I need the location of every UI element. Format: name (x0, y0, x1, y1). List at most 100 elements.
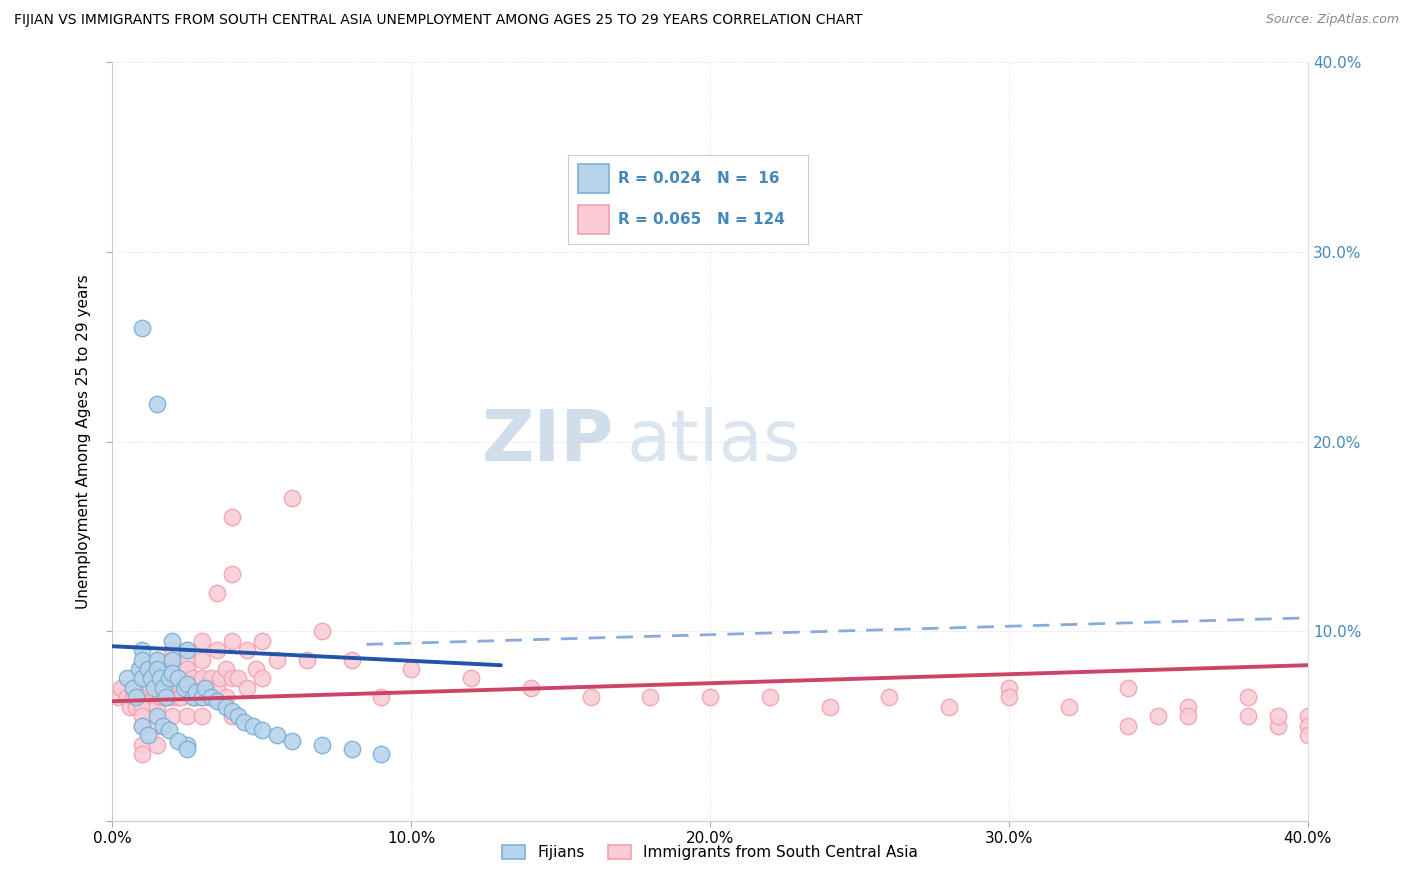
Point (818, 699, 841, 714)
Point (245, 662, 267, 676)
Point (250, 672, 273, 686)
Point (1118, 719, 1140, 733)
Point (200, 672, 222, 686)
Point (176, 662, 198, 676)
Text: atlas: atlas (627, 407, 801, 476)
Point (141, 662, 163, 676)
Point (146, 662, 169, 676)
Point (191, 690, 214, 705)
Point (138, 662, 160, 676)
Point (146, 652, 169, 666)
Point (205, 681, 228, 695)
Point (1296, 719, 1319, 733)
Point (131, 719, 153, 733)
Point (122, 681, 145, 695)
Point (170, 690, 193, 705)
Point (191, 652, 214, 666)
Point (131, 681, 153, 695)
Point (165, 681, 187, 695)
Point (125, 690, 148, 705)
Point (131, 709, 153, 723)
Point (186, 681, 208, 695)
Point (176, 681, 198, 695)
Point (191, 709, 214, 723)
Point (131, 672, 153, 686)
Point (401, 662, 423, 676)
Point (221, 709, 243, 723)
Point (186, 685, 208, 699)
Point (162, 665, 183, 680)
Point (152, 672, 174, 686)
Point (149, 672, 172, 686)
Point (167, 734, 190, 748)
Point (281, 734, 304, 748)
Point (122, 690, 145, 705)
Point (146, 672, 169, 686)
Point (236, 643, 259, 657)
Point (1177, 709, 1199, 723)
Point (117, 690, 139, 705)
Point (162, 672, 183, 686)
Point (125, 699, 148, 714)
Point (699, 690, 721, 705)
Point (266, 728, 288, 742)
Point (131, 738, 153, 752)
Point (155, 690, 177, 705)
Point (176, 652, 198, 666)
Point (202, 690, 225, 705)
Point (146, 709, 169, 723)
Point (215, 690, 238, 705)
Point (1296, 709, 1319, 723)
Point (340, 652, 363, 666)
Point (311, 624, 333, 639)
Point (173, 672, 195, 686)
Point (194, 681, 217, 695)
Point (152, 719, 174, 733)
Point (146, 652, 169, 666)
Point (181, 690, 204, 705)
Point (221, 633, 243, 648)
Point (152, 690, 174, 705)
Point (128, 681, 150, 695)
Point (759, 690, 782, 705)
Point (370, 747, 392, 762)
Point (167, 690, 190, 705)
Point (1237, 690, 1260, 705)
Point (141, 672, 163, 686)
Point (215, 662, 238, 676)
Point (120, 699, 142, 714)
Point (215, 699, 238, 714)
Point (281, 491, 304, 506)
Point (250, 633, 273, 648)
Point (155, 690, 177, 705)
Point (170, 681, 193, 695)
Point (125, 690, 148, 705)
Point (250, 723, 273, 737)
Point (143, 672, 166, 686)
Point (131, 699, 153, 714)
Point (162, 690, 183, 705)
Point (134, 681, 156, 695)
Point (167, 672, 190, 686)
Point (221, 510, 243, 524)
Point (1296, 728, 1319, 742)
Point (131, 747, 153, 762)
Point (117, 672, 139, 686)
Point (122, 681, 145, 695)
Point (236, 681, 259, 695)
Y-axis label: Unemployment Among Ages 25 to 29 years: Unemployment Among Ages 25 to 29 years (76, 274, 91, 609)
Point (138, 728, 160, 742)
Point (221, 704, 243, 718)
Point (640, 690, 662, 705)
Point (221, 672, 243, 686)
Point (110, 681, 132, 695)
Point (149, 672, 172, 686)
Point (157, 723, 180, 737)
Point (155, 681, 177, 695)
Text: R = 0.024   N =  16: R = 0.024 N = 16 (619, 171, 780, 186)
Point (141, 672, 163, 686)
Text: FIJIAN VS IMMIGRANTS FROM SOUTH CENTRAL ASIA UNEMPLOYMENT AMONG AGES 25 TO 29 YE: FIJIAN VS IMMIGRANTS FROM SOUTH CENTRAL … (14, 13, 862, 28)
Point (205, 586, 228, 600)
Point (200, 690, 222, 705)
Point (176, 741, 198, 756)
